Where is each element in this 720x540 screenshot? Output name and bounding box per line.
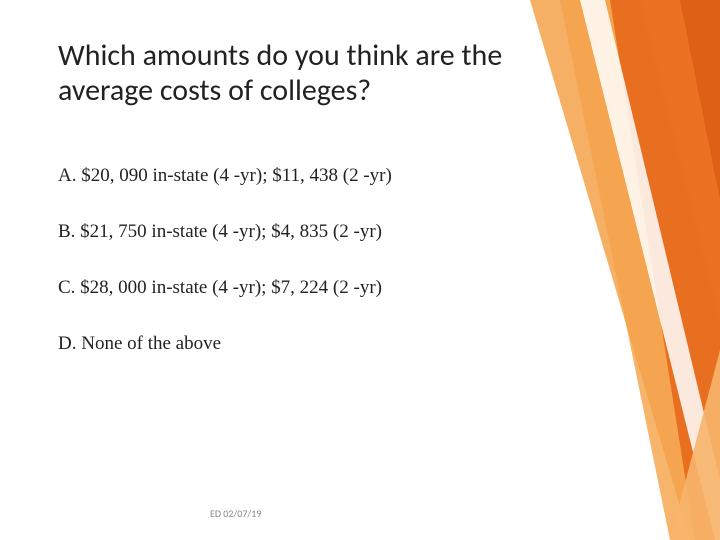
footer-text: ED 02/07/19 [210,507,261,520]
slide: Which amounts do you think are the avera… [0,0,720,540]
option-b: B. $21, 750 in-state (4 -yr); $4, 835 (2… [58,221,538,243]
option-d: D. None of the above [58,333,538,355]
option-a: A. $20, 090 in-state (4 -yr); $11, 438 (… [58,165,538,187]
option-c: C. $28, 000 in-state (4 -yr); $7, 224 (2… [58,277,538,299]
slide-title: Which amounts do you think are the avera… [58,38,578,109]
options-list: A. $20, 090 in-state (4 -yr); $11, 438 (… [58,165,538,389]
